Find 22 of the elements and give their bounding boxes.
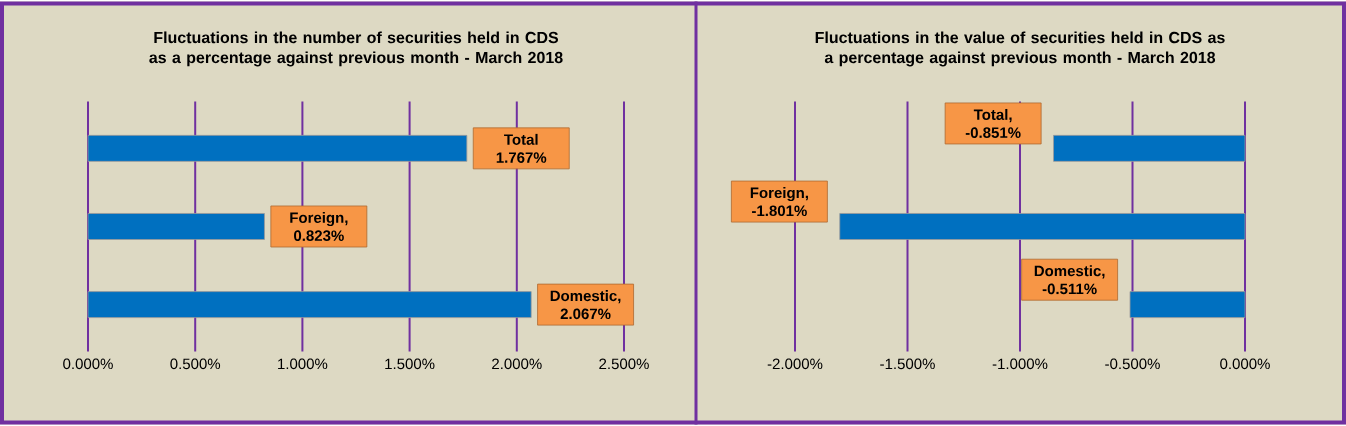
x-tick-label: 2.500% xyxy=(599,358,649,370)
x-tick-label: 1.500% xyxy=(385,358,435,370)
bar xyxy=(87,134,468,162)
chart-title: Fluctuations in the value of securities held in CDS as a percentage against previous month - March 2018 xyxy=(815,31,1225,67)
x-tick-label: -0.500% xyxy=(1105,358,1160,370)
data-label: Domestic, -0.511% xyxy=(1034,265,1105,295)
x-tick-label: 2.000% xyxy=(492,358,542,370)
x-tick-label: 0.500% xyxy=(170,358,221,370)
x-tick-label: 0.000% xyxy=(63,358,113,370)
chart-title: Fluctuations in the number of securities held in CDS as a percentage against previous month - March 2018 xyxy=(149,31,563,67)
x-tick-label: 0.000% xyxy=(1220,358,1270,370)
data-label: Total 1.767% xyxy=(496,133,547,163)
data-label: Total, -0.851% xyxy=(965,108,1021,138)
bar xyxy=(87,291,532,319)
x-tick-label: 1.000% xyxy=(278,358,328,370)
data-label: Foreign, 0.823% xyxy=(290,211,348,241)
x-tick-label: -1.500% xyxy=(880,358,935,370)
x-tick-label: -1.000% xyxy=(992,358,1048,370)
data-label: Domestic, 2.067% xyxy=(550,290,621,320)
data-label: Foreign, -1.801% xyxy=(750,187,808,217)
x-tick-label: -2.000% xyxy=(767,358,823,370)
bar xyxy=(87,213,265,240)
